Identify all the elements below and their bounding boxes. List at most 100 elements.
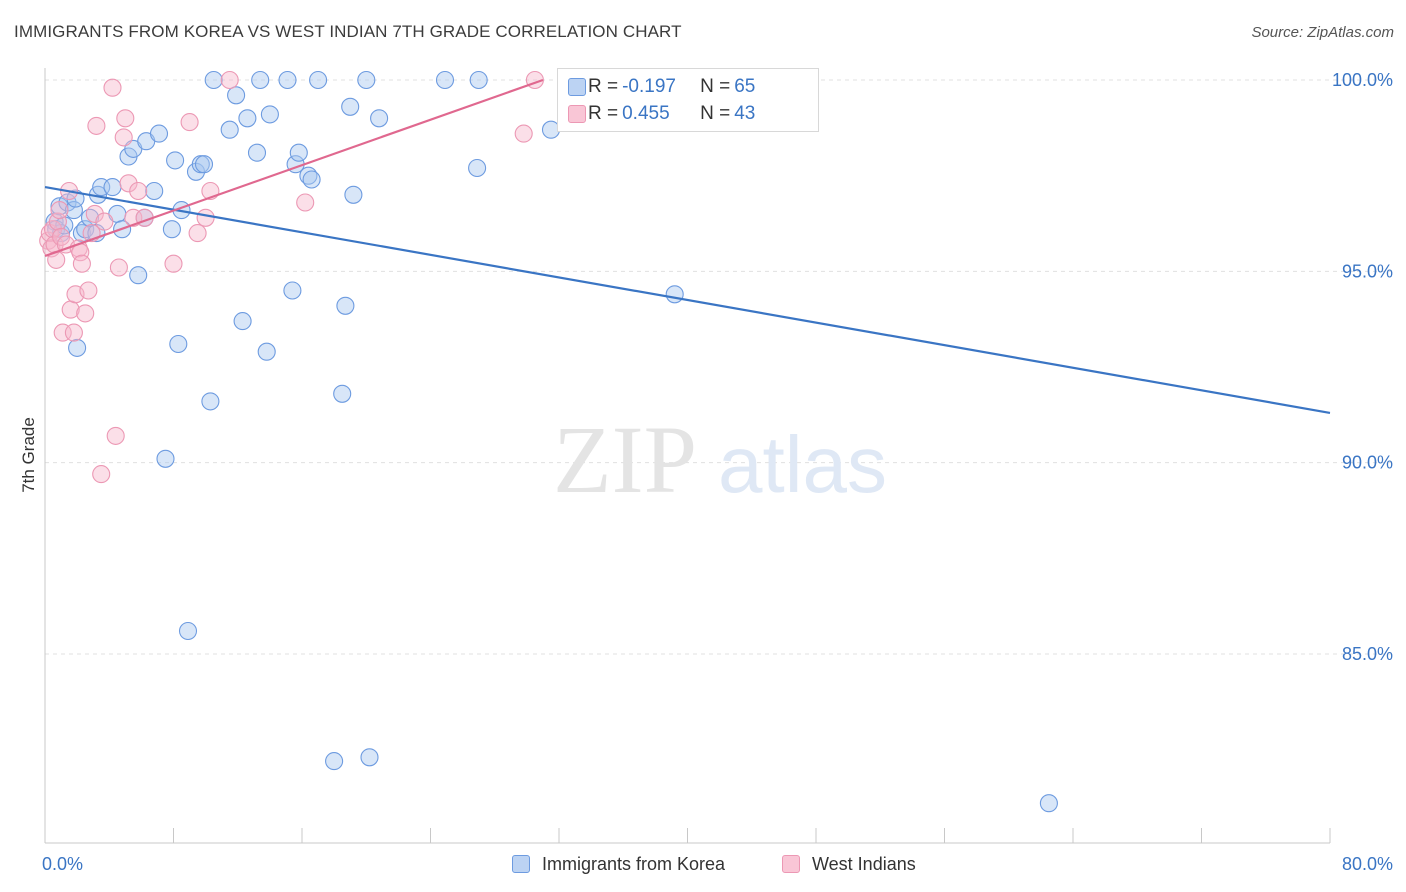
axes-layer xyxy=(44,68,1331,844)
korea-point xyxy=(309,70,328,90)
korea-point xyxy=(66,189,85,208)
legend-label-korea: Immigrants from Korea xyxy=(542,853,726,874)
westindian-point xyxy=(220,70,239,90)
stats-row-korea: R = -0.197 N = 65 xyxy=(568,74,756,100)
westindian-point xyxy=(188,224,207,243)
grid-layer xyxy=(45,79,1392,655)
legend-label-westindian: West Indians xyxy=(812,853,916,874)
stats-n-value: 65 xyxy=(734,76,756,97)
korea-point xyxy=(260,105,279,124)
stats-box: R = -0.197 N = 65 R = 0.455 N = 43 xyxy=(557,68,819,132)
korea-point xyxy=(435,70,455,90)
korea-point xyxy=(289,143,308,162)
korea-point xyxy=(145,181,164,201)
stats-r-label: R = xyxy=(588,76,619,97)
korea-point xyxy=(156,449,175,468)
korea-point xyxy=(283,281,302,300)
x-tick-label: 0.0% xyxy=(42,854,83,874)
korea-point xyxy=(360,748,379,767)
korea-point xyxy=(251,70,270,90)
westindian-point xyxy=(64,323,83,342)
points-layer xyxy=(39,70,1058,813)
korea-point xyxy=(468,158,487,178)
westindian-point xyxy=(114,128,133,147)
korea-point xyxy=(325,752,344,771)
korea-point xyxy=(64,201,83,220)
korea-point xyxy=(166,151,185,170)
korea-point xyxy=(665,285,684,304)
korea-point xyxy=(278,70,297,90)
stats-r-label: R = xyxy=(588,103,619,124)
korea-point xyxy=(220,120,239,139)
watermark-zip: ZIP xyxy=(553,406,697,513)
korea-point xyxy=(178,621,198,641)
westindian-point xyxy=(180,113,199,132)
legend-item-korea[interactable]: Immigrants from Korea xyxy=(512,852,725,876)
trend-layer xyxy=(44,78,1331,414)
legend-swatch-korea xyxy=(512,855,530,873)
y-tick-label: 100.0% xyxy=(1332,70,1393,90)
korea-point xyxy=(194,155,214,174)
stats-r-value: -0.197 xyxy=(622,76,676,97)
korea-point xyxy=(201,392,220,411)
westindian-point xyxy=(72,254,91,273)
y-tick-label: 85.0% xyxy=(1342,644,1393,664)
y-axis-label: 7th Grade xyxy=(19,417,38,493)
westindian-point xyxy=(48,212,67,231)
korea-point xyxy=(238,109,257,128)
westindian-point xyxy=(196,208,215,227)
x-tick-label: 80.0% xyxy=(1342,854,1393,874)
westindian-point xyxy=(119,174,138,193)
watermark: ZIP atlas xyxy=(553,406,887,513)
korea-point xyxy=(469,70,488,90)
westindian-point xyxy=(95,212,114,231)
westindian-point xyxy=(50,201,69,220)
watermark-atlas: atlas xyxy=(718,420,887,509)
stats-n-label: N = xyxy=(700,103,731,124)
korea-point xyxy=(149,124,169,143)
westindian-point xyxy=(85,204,104,223)
korea-point xyxy=(341,97,360,116)
westindian-point xyxy=(76,304,95,323)
korea-point xyxy=(370,109,389,128)
westindian-trendline xyxy=(44,78,544,258)
korea-point xyxy=(1039,794,1058,813)
korea-point xyxy=(68,338,87,357)
korea-point xyxy=(336,296,355,315)
korea-point xyxy=(344,185,363,204)
korea-point xyxy=(162,220,181,239)
korea-point xyxy=(129,266,148,285)
westindian-point xyxy=(164,254,183,273)
stats-n-label: N = xyxy=(700,76,731,97)
korea-point xyxy=(247,143,267,162)
westindian-point xyxy=(514,124,533,143)
korea-point xyxy=(357,70,376,90)
stats-swatch-korea xyxy=(568,78,586,96)
korea-point xyxy=(233,312,252,331)
source-label: Source: ZipAtlas.com xyxy=(1251,24,1394,41)
korea-point xyxy=(169,334,188,354)
stats-row-westindian: R = 0.455 N = 43 xyxy=(568,101,756,127)
westindian-point xyxy=(103,78,122,97)
korea-point xyxy=(227,86,246,105)
korea-point xyxy=(333,384,352,403)
korea-point xyxy=(103,178,122,197)
korea-trendline xyxy=(44,186,1331,414)
chart-title: IMMIGRANTS FROM KOREA VS WEST INDIAN 7TH… xyxy=(14,22,682,41)
legend-item-westindian[interactable]: West Indians xyxy=(782,852,916,876)
westindian-point xyxy=(296,193,315,212)
korea-point xyxy=(257,342,276,361)
stats-r-value: 0.455 xyxy=(622,103,670,124)
korea-point xyxy=(302,170,321,189)
westindian-point xyxy=(109,258,128,277)
korea-point xyxy=(204,70,223,90)
westindian-point xyxy=(92,465,111,484)
y-tick-label: 95.0% xyxy=(1342,261,1393,281)
stats-swatch-westindian xyxy=(568,105,586,123)
stats-n-value: 43 xyxy=(734,103,756,124)
labels-layer: 85.0% 90.0% 95.0% 100.0% 0.0% 80.0% 7th Grade xyxy=(19,70,1393,874)
legend: Immigrants from Korea West Indians xyxy=(0,852,1406,876)
westindian-point xyxy=(106,426,125,445)
legend-swatch-westindian xyxy=(782,855,800,873)
